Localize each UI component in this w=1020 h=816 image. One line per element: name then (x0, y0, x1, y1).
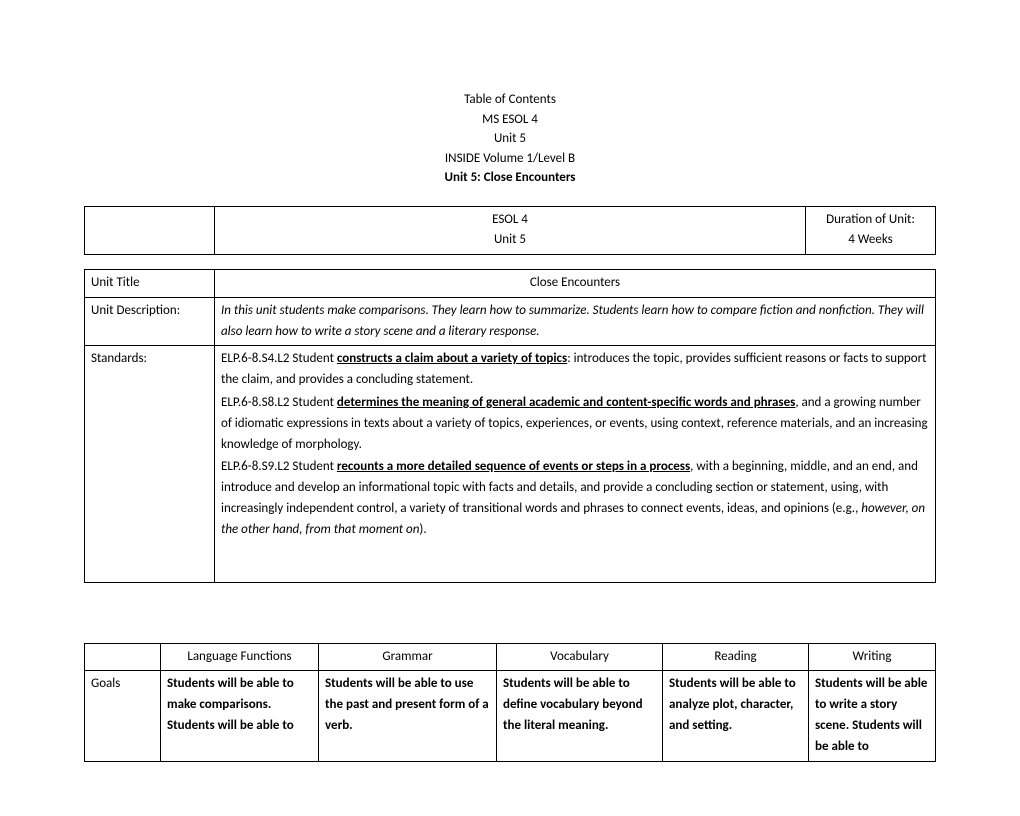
header-line-1: Table of Contents (84, 90, 936, 110)
header-writing: Writing (809, 643, 936, 671)
unit-duration-table: ESOL 4 Unit 5 Duration of Unit: 4 Weeks (84, 206, 936, 256)
empty-cell (85, 643, 161, 671)
goals-row-label: Goals (85, 671, 161, 761)
standard-2: ELP.6-8.S8.L2 Student determines the mea… (221, 393, 929, 455)
header-reading: Reading (663, 643, 809, 671)
unit-details-table: Unit Title Close Encounters Unit Descrip… (84, 269, 936, 583)
standards-label: Standards: (85, 346, 215, 582)
goal-writing: Students will be able to write a story s… (809, 671, 936, 761)
unit-title-label: Unit Title (85, 270, 215, 298)
header-vocabulary: Vocabulary (497, 643, 663, 671)
header-language-functions: Language Functions (161, 643, 319, 671)
header-line-3: Unit 5 (84, 129, 936, 149)
unit-description-label: Unit Description: (85, 297, 215, 346)
unit-description-value: In this unit students make comparisons. … (215, 297, 936, 346)
duration-cell: Duration of Unit: 4 Weeks (806, 206, 936, 255)
unit-label: Unit 5 (221, 230, 799, 251)
header-line-4: INSIDE Volume 1/Level B (84, 149, 936, 169)
header-line-2: MS ESOL 4 (84, 110, 936, 130)
standard-3: ELP.6-8.S9.L2 Student recounts a more de… (221, 457, 929, 540)
unit-title-value: Close Encounters (215, 270, 936, 298)
standards-value: ELP.6-8.S4.L2 Student constructs a claim… (215, 346, 936, 582)
goal-reading: Students will be able to analyze plot, c… (663, 671, 809, 761)
empty-cell (85, 206, 215, 255)
goal-vocabulary: Students will be able to define vocabula… (497, 671, 663, 761)
esol-label: ESOL 4 (221, 210, 799, 231)
header-grammar: Grammar (319, 643, 497, 671)
header-line-5: Unit 5: Close Encounters (84, 168, 936, 188)
duration-value: 4 Weeks (812, 230, 929, 251)
standard-1: ELP.6-8.S4.L2 Student constructs a claim… (221, 349, 929, 391)
unit-id-cell: ESOL 4 Unit 5 (215, 206, 806, 255)
duration-label: Duration of Unit: (812, 210, 929, 231)
goal-grammar: Students will be able to use the past an… (319, 671, 497, 761)
document-header: Table of Contents MS ESOL 4 Unit 5 INSID… (84, 90, 936, 188)
goals-table: Language Functions Grammar Vocabulary Re… (84, 643, 936, 762)
goal-language-functions: Students will be able to make comparison… (161, 671, 319, 761)
